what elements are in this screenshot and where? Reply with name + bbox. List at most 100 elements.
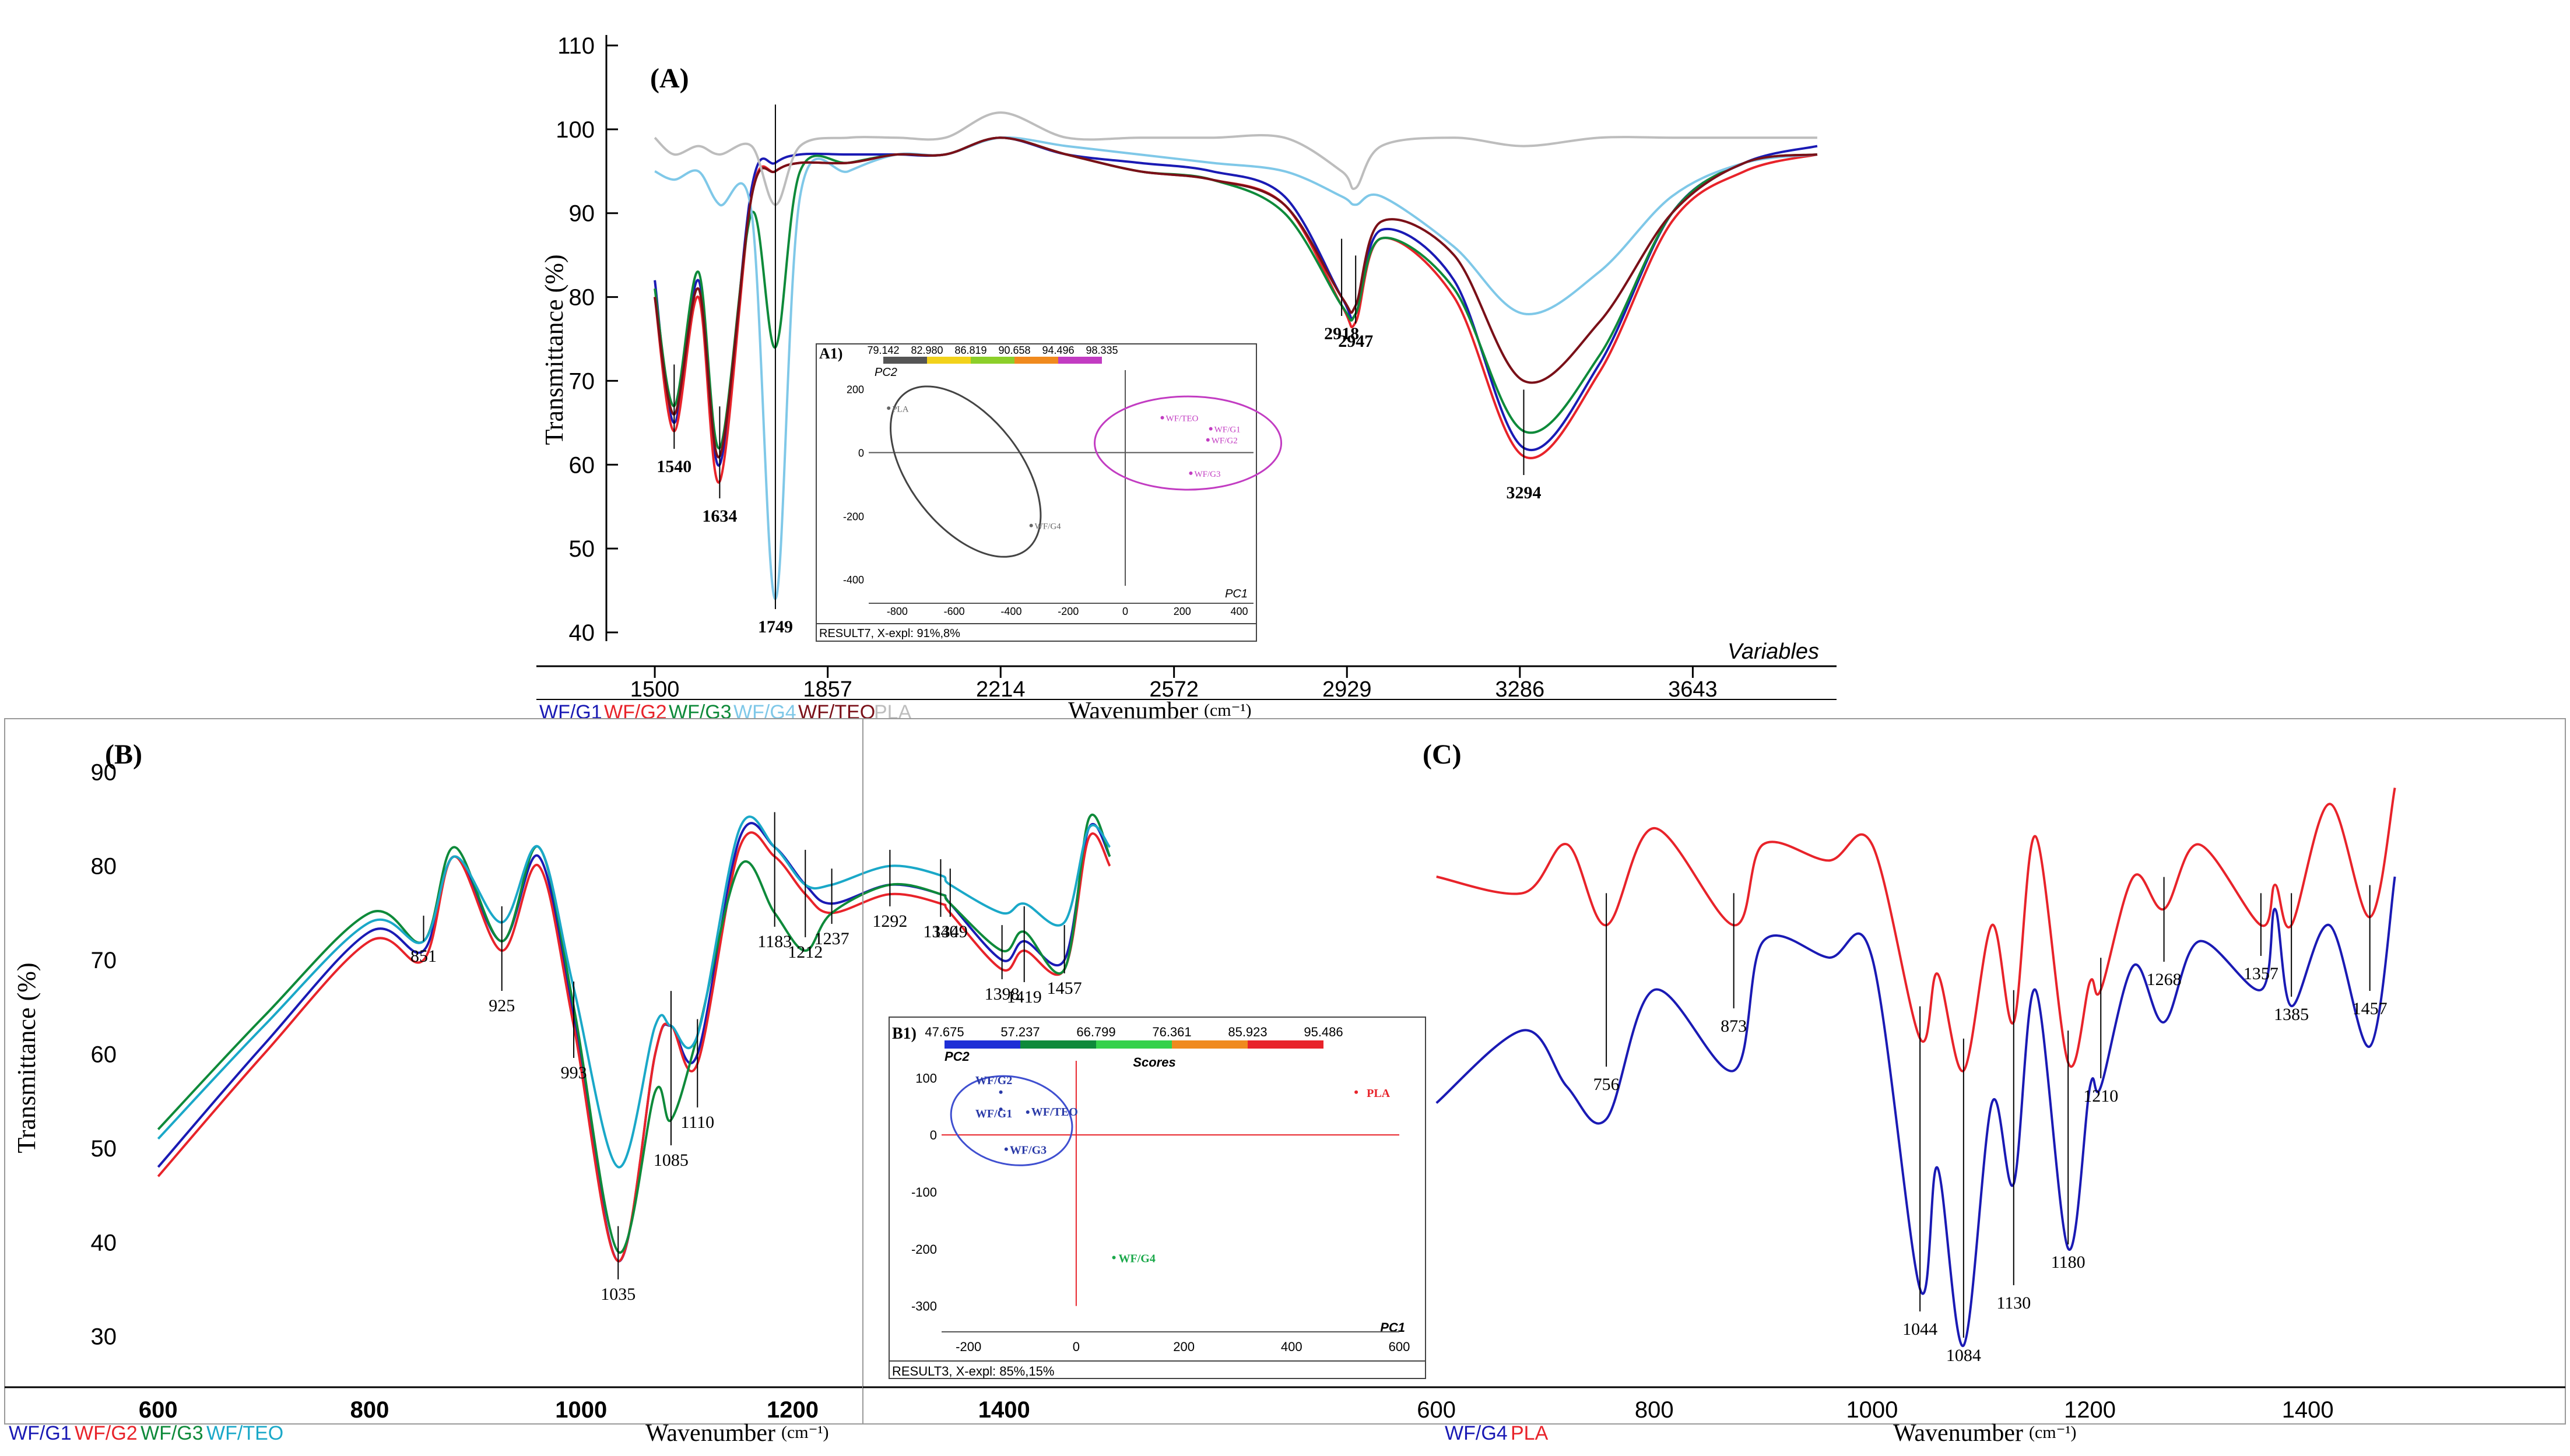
inset-a1-scale-segment [883,357,927,364]
inset-a1-scale-segment [927,357,971,364]
panel-a-peak-label: 1634 [702,507,737,526]
inset-a1-point-label: WF/G1 [1214,425,1241,435]
panel-a-y-tick-label: 60 [569,452,595,478]
panel-c-letter: (C) [1423,739,1462,770]
inset-a1-color-scale: 79.142 82.980 86.819 90.658 94.496 98.335 [867,344,1118,364]
panel-a-y-tick-label: 70 [569,368,595,394]
panel-b-legend-prefix: WF/ [141,1422,177,1444]
panel-b-legend-item: WF/G3 [141,1422,203,1444]
panel-b-legend-name: G3 [177,1422,203,1444]
panel-b-x-tick-label: 600 [139,1397,178,1423]
inset-a1-point-label: PLA [892,405,909,414]
inset-b1-x-tick-label: 600 [1389,1339,1410,1354]
inset-a1-point [1189,471,1193,475]
panel-a-y-tick-label: 110 [557,33,595,59]
panel-c-x-tick-label: 1400 [2282,1397,2334,1423]
inset-a1-x-tick-label: -800 [887,606,908,617]
panel-b-y-tick-label: 40 [91,1230,117,1255]
panel-c-legend-name: PLA [1511,1422,1549,1444]
panel-c-legend-item: PLA [1511,1422,1549,1444]
panel-a-legend-item: WF/G1 [539,701,602,723]
inset-a1-x-tick-label: 400 [1231,606,1248,617]
inset-a1-scale-value: 82.980 [911,344,943,356]
panel-b-legend-name: G1 [45,1422,71,1444]
panel-c-peak-label: 1210 [2083,1086,2118,1106]
panel-b-y-tick-label: 90 [91,759,117,785]
panel-b-legend-name: G2 [111,1422,137,1444]
panel-c-legend-item: WF/G4 [1445,1422,1508,1444]
inset-b1-tag: B1) [892,1025,917,1043]
inset-a1-point [1160,416,1164,420]
panel-b-peak-label: 1183 [757,932,792,951]
panel-c-legend: WF/G4 PLA [1445,1422,1549,1444]
inset-b1-cluster-ellipse [950,1075,1073,1166]
panel-b-legend: WF/G1 WF/G2 WF/G3 WF/TEO [9,1422,283,1444]
panel-b-peak-label: 1340 [923,922,958,941]
inset-b1-y-tick-label: 0 [930,1128,937,1142]
panel-b-y-label: Transmittance (%) [12,962,41,1153]
panel-a-legend-prefix: WF/ [669,701,705,723]
inset-b1-x-tick-label: -200 [956,1339,981,1354]
panel-c-legend-prefix: WF/ [1445,1422,1481,1444]
inset-a1-y-tick-label: 200 [847,384,864,396]
panel-c-peak-label: 1268 [2147,970,2182,989]
panel-b-y-tick-label: 60 [91,1042,117,1068]
panel-a-peak-label: 2918 [1324,324,1359,343]
panel-b-legend-name: TEO [243,1422,283,1444]
inset-a1-y-tick-label: -400 [843,574,864,586]
inset-b1-scale-value: 85.923 [1228,1025,1267,1039]
inset-b1-point [999,1107,1003,1112]
panel-b-y-tick-label: 50 [91,1136,117,1162]
inset-a1-x-tick-label: -400 [1000,606,1021,617]
inset-a1-scale-segment [971,357,1014,364]
panel-a-y-tick-label: 90 [569,201,595,227]
panel-b-y-axis: 30 40 50 60 70 80 90 [91,759,117,1349]
panel-a-legend-item: WF/G2 [604,701,667,723]
panel-a-x-tick-label: 3286 [1495,677,1545,702]
panel-a-legend-item: WF/G3 [669,701,732,723]
inset-b1-x-tick-label: 400 [1281,1339,1302,1354]
inset-b1-point-label: WF/G1 [975,1107,1012,1120]
panel-b-peak-label: 1035 [601,1285,636,1304]
panel-b-x-unit: (cm⁻¹) [781,1423,828,1442]
panel-a-legend-prefix: WF/ [539,701,576,723]
inset-a1-plot: 200 0 -200 -400 -800 -600 -400 -200 0 200 400 PLA WF… [843,370,1283,617]
inset-b1-x-tick-label: 0 [1073,1339,1080,1354]
panel-c-x-unit: (cm⁻¹) [2029,1423,2076,1442]
inset-b1: B1) 47.675 57.237 66.799 76.361 85.923 95.486… [889,1017,1426,1379]
inset-a1-cluster-ellipse-right [1094,395,1283,491]
panel-c-peak-label: 1044 [1902,1320,1937,1339]
inset-a1-x-tick-label: -600 [944,606,965,617]
inset-b1-y-axis-name: PC2 [945,1049,970,1064]
inset-b1-point-label: WF/G3 [1010,1144,1047,1157]
inset-a1-scale-value: 86.819 [954,344,986,356]
inset-b1-y-tick-label: -200 [911,1242,937,1257]
inset-a1-x-axis-name: PC1 [1225,588,1248,600]
panel-c-legend-name: G4 [1481,1422,1507,1444]
panel-a-x-tick-label: 2572 [1149,677,1199,702]
inset-a1-scale-value: 98.335 [1086,344,1118,356]
inset-b1-y-tick-label: 100 [915,1071,937,1085]
inset-b1-scale-value: 76.361 [1152,1025,1191,1039]
inset-a1-tag: A1) [819,345,842,362]
panel-a-legend-prefix: WF/ [733,701,770,723]
inset-b1-scale-value: 95.486 [1304,1025,1343,1039]
panel-b-y-tick-label: 30 [91,1324,117,1350]
panel-a-legend-item: PLA [874,701,912,723]
inset-b1-y-tick-label: -100 [911,1185,937,1200]
inset-a1-x-tick-label: 0 [1122,606,1128,617]
inset-b1-color-scale: 47.675 57.237 66.799 76.361 85.923 95.486 [925,1025,1343,1049]
inset-a1-y-tick-label: 0 [858,447,864,459]
inset-a1-scale-segment [1058,357,1102,364]
inset-a1-x-tick-label: 200 [1174,606,1191,617]
inset-a1-point [887,406,891,410]
inset-b1-x-tick-label: 200 [1173,1339,1195,1354]
inset-b1-point [1354,1090,1358,1094]
inset-b1-point-label: PLA [1367,1087,1391,1100]
panel-a-legend-item: WF/G4 [733,701,796,723]
inset-a1-point-label: WF/G4 [1035,522,1062,532]
panel-b-legend-item: WF/G2 [75,1422,138,1444]
panel-a-legend-prefix: WF/ [604,701,641,723]
